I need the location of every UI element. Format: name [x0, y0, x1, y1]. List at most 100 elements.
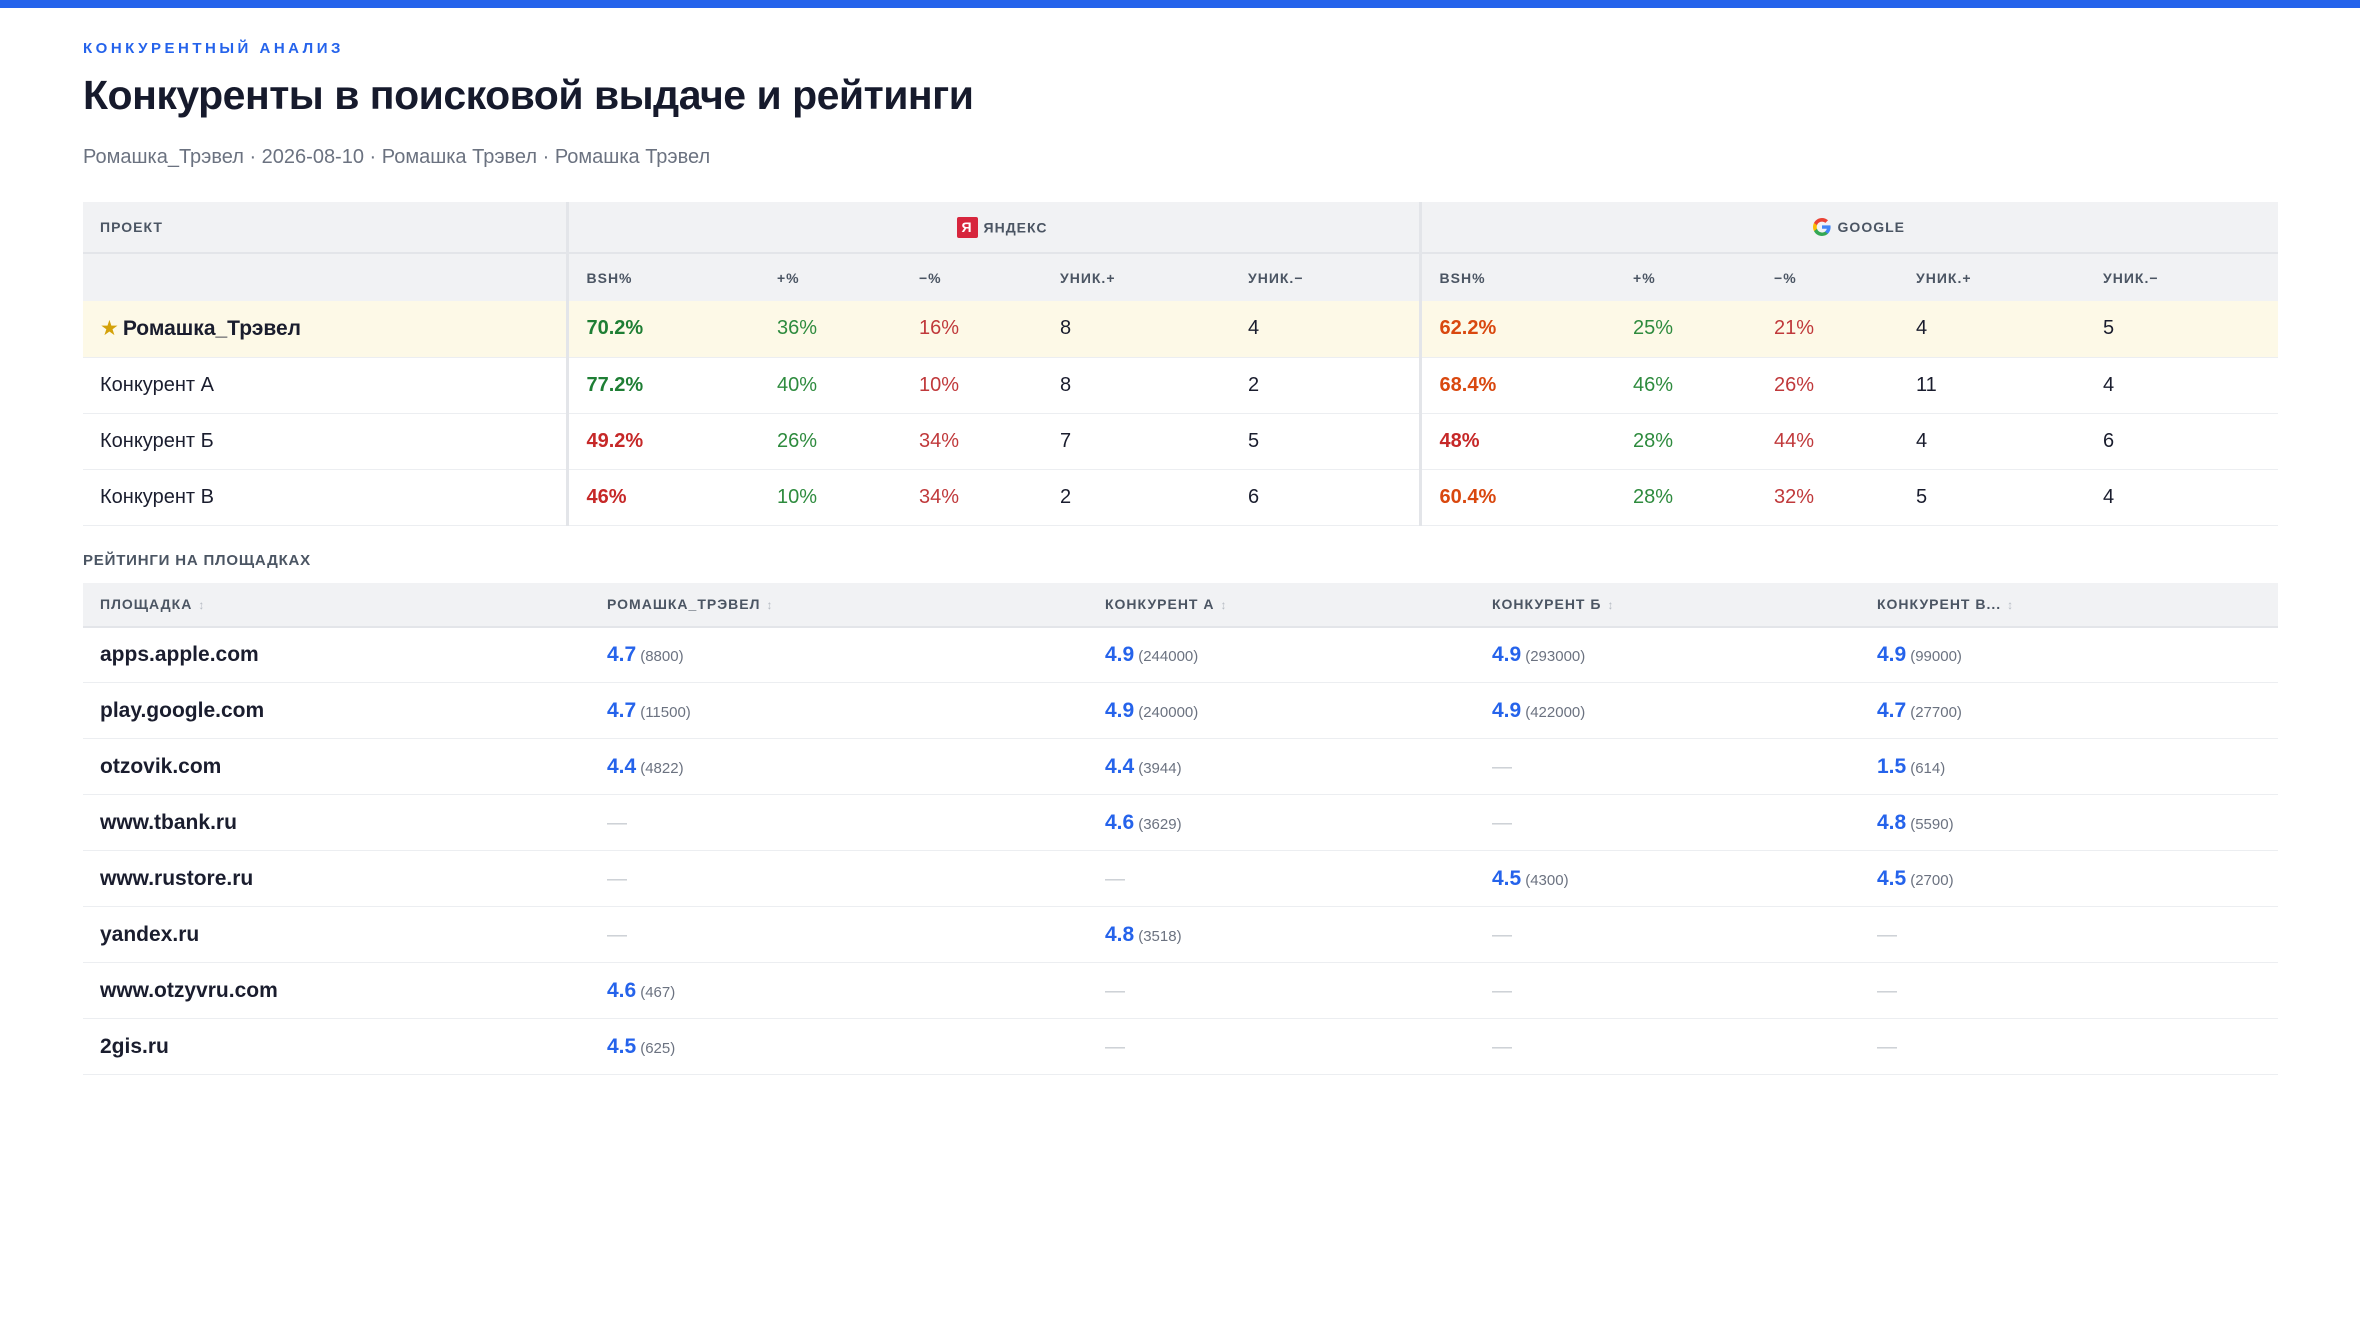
table-row: Конкурент А 77.2% 40% 10% 8 2 68.4% 46% 26% 11 4	[83, 357, 2279, 414]
yandex-plus-cell: 10%	[759, 469, 901, 526]
yandex-logo-icon: Я	[956, 216, 978, 238]
empty-value: —	[1105, 979, 1125, 1002]
serp-table-body: ★ Ромашка_Трэвел 70.2% 36% 16% 8 4 62.2% 25% 21% 4…	[83, 301, 2279, 526]
google-bsh-header: BSH%	[1418, 252, 1616, 301]
rating-value: 4.9	[1492, 698, 1522, 722]
table-row: Конкурент Б 49.2% 26% 34% 7 5 48% 28% 44% 4 6	[83, 413, 2279, 470]
rating-value: 4.8	[1105, 922, 1135, 946]
yandex-uniq-minus-cell: 4	[1230, 301, 1421, 358]
yandex-minus-cell: 34%	[901, 469, 1042, 526]
competitor-v-header-label: КОНКУРЕНТ В...	[1877, 596, 2002, 612]
page-content: КОНКУРЕНТНЫЙ АНАЛИЗ Конкуренты в поисков…	[83, 40, 2279, 1075]
empty-value: —	[1877, 923, 1897, 946]
review-count: (293000)	[1525, 647, 1586, 665]
rating-value: 1.5	[1877, 754, 1907, 778]
sort-icon[interactable]: ↕	[1220, 598, 1228, 612]
top-accent-bar	[0, 0, 2360, 8]
platform-cell: www.otzyvru.com	[83, 962, 590, 1019]
yandex-minus-cell: 16%	[901, 301, 1042, 358]
project-name: Конкурент В	[100, 485, 214, 508]
google-plus-header: +%	[1615, 252, 1757, 301]
competitor-a-rating-cell: 4.4 (3944)	[1088, 738, 1475, 795]
yandex-plus-cell: 26%	[759, 413, 901, 470]
sort-icon[interactable]: ↕	[1607, 598, 1615, 612]
yandex-minus-cell: 34%	[901, 413, 1042, 470]
platform-cell: www.rustore.ru	[83, 850, 590, 907]
yandex-uniq-minus-header: УНИК.−	[1230, 252, 1421, 301]
table-row: yandex.ru — 4.8 (3518) — —	[83, 906, 2278, 963]
google-bsh-cell: 48%	[1418, 413, 1616, 470]
google-logo-icon	[1812, 218, 1831, 236]
platform-header-label: ПЛОЩАДКА	[100, 596, 193, 612]
competitor-a-rating-cell: 4.9 (244000)	[1088, 626, 1475, 683]
sort-icon[interactable]: ↕	[198, 598, 206, 612]
google-uniq-plus-cell: 11	[1898, 357, 2086, 414]
google-uniq-plus-cell: 4	[1898, 301, 2086, 358]
competitor-a-rating-cell: 4.6 (3629)	[1088, 794, 1475, 851]
platform-cell: apps.apple.com	[83, 626, 590, 683]
google-plus-cell: 28%	[1615, 469, 1757, 526]
review-count: (4300)	[1525, 871, 1569, 889]
competitor-a-column-header[interactable]: КОНКУРЕНТ А ↕	[1088, 582, 1475, 628]
review-count: (3944)	[1138, 759, 1182, 777]
yandex-uniq-plus-header: УНИК.+	[1042, 252, 1230, 301]
google-minus-cell: 21%	[1756, 301, 1899, 358]
empty-value: —	[1492, 755, 1512, 778]
sort-icon[interactable]: ↕	[766, 598, 774, 612]
competitor-v-rating-cell: 4.7 (27700)	[1860, 682, 2278, 739]
yandex-group-header: Я ЯНДЕКС	[565, 202, 1421, 253]
review-count: (614)	[1910, 759, 1946, 777]
romashka-column-header[interactable]: РОМАШКА_ТРЭВЕЛ ↕	[590, 582, 1088, 628]
review-count: (11500)	[640, 703, 691, 721]
review-count: (2700)	[1910, 871, 1954, 889]
project-column-header: ПРОЕКТ	[83, 202, 567, 253]
table-row: www.rustore.ru — —4.5 (4300) 4.5 (2700)	[83, 850, 2278, 907]
empty-value: —	[1877, 1035, 1897, 1058]
serp-table: ПРОЕКТ Я ЯНДЕКС GOOGLE BSH% +% −%	[83, 202, 2279, 526]
platform-column-header[interactable]: ПЛОЩАДКА ↕	[83, 582, 590, 628]
yandex-minus-cell: 10%	[901, 357, 1042, 414]
competitor-a-rating-cell: —	[1088, 962, 1475, 1019]
project-subheader-empty	[83, 252, 567, 301]
competitor-b-rating-cell: —	[1475, 962, 1860, 1019]
yandex-uniq-plus-cell: 2	[1042, 469, 1230, 526]
rating-value: 4.5	[607, 1034, 637, 1058]
competitor-v-rating-cell: 4.9 (99000)	[1860, 626, 2278, 683]
project-name-cell: Конкурент Б	[83, 413, 567, 470]
competitor-v-column-header[interactable]: КОНКУРЕНТ В... ↕	[1860, 582, 2278, 628]
yandex-minus-header: −%	[901, 252, 1042, 301]
serp-header-row: ПРОЕКТ Я ЯНДЕКС GOOGLE	[83, 202, 2279, 253]
romashka-header-label: РОМАШКА_ТРЭВЕЛ	[607, 596, 761, 612]
page-subtitle: Ромашка_Трэвел · 2026-08-10 · Ромашка Тр…	[83, 146, 711, 168]
yandex-uniq-minus-cell: 2	[1230, 357, 1421, 414]
project-name: Ромашка_Трэвел	[122, 317, 301, 341]
google-bsh-cell: 68.4%	[1418, 357, 1616, 414]
review-count: (8800)	[640, 647, 684, 665]
review-count: (467)	[640, 983, 676, 1001]
competitor-b-rating-cell: 4.5 (4300)	[1475, 850, 1860, 907]
ratings-header-row: ПЛОЩАДКА ↕ РОМАШКА_ТРЭВЕЛ ↕ КОНКУРЕНТ А ↕ К…	[83, 582, 2278, 628]
yandex-bsh-header: BSH%	[565, 252, 759, 301]
page-eyebrow: КОНКУРЕНТНЫЙ АНАЛИЗ	[83, 40, 344, 57]
google-uniq-minus-cell: 4	[2085, 469, 2279, 526]
competitor-a-rating-cell: 4.9 (240000)	[1088, 682, 1475, 739]
rating-value: 4.8	[1877, 810, 1907, 834]
rating-value: 4.9	[1877, 642, 1907, 666]
table-row: Конкурент В 46% 10% 34% 2 6 60.4% 28% 32% 5 4	[83, 469, 2279, 526]
rating-value: 4.5	[1877, 866, 1907, 890]
competitor-v-rating-cell: 4.8 (5590)	[1860, 794, 2278, 851]
sort-icon[interactable]: ↕	[2007, 598, 2015, 612]
competitor-b-column-header[interactable]: КОНКУРЕНТ Б ↕	[1475, 582, 1860, 628]
rating-value: 4.7	[607, 642, 637, 666]
platform-cell: otzovik.com	[83, 738, 590, 795]
yandex-bsh-cell: 70.2%	[565, 301, 759, 358]
competitor-v-rating-cell: —	[1860, 962, 2278, 1019]
review-count: (3518)	[1138, 927, 1182, 945]
review-count: (4822)	[640, 759, 684, 777]
google-uniq-minus-cell: 4	[2085, 357, 2279, 414]
competitor-v-rating-cell: 1.5 (614)	[1860, 738, 2278, 795]
rating-value: 4.7	[1877, 698, 1907, 722]
project-name-cell: ★ Ромашка_Трэвел	[83, 301, 567, 358]
table-row: otzovik.com 4.4 (4822) 4.4 (3944) —1.5 (614)	[83, 738, 2278, 795]
competitor-a-header-label: КОНКУРЕНТ А	[1105, 596, 1215, 612]
